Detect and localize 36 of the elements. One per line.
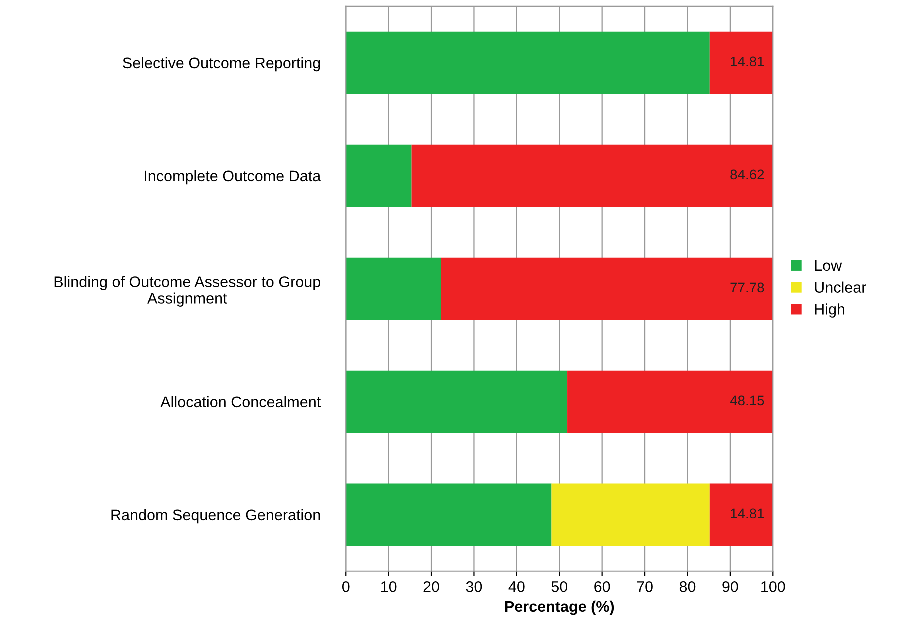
legend-label: High (815, 304, 845, 318)
data-label: 48.15 (730, 396, 764, 406)
x-tick-label: 60 (594, 582, 610, 592)
bar (412, 144, 774, 207)
y-tick-label: Random Sequence Generation (112, 509, 320, 524)
y-tick-label: Allocation Concealment (160, 396, 322, 408)
x-axis-title: Percentage (%) (505, 600, 614, 616)
data-label: 84.62 (730, 170, 764, 180)
data-label: 77.78 (730, 282, 764, 293)
x-tick-label: 10 (381, 582, 397, 592)
bar (710, 32, 774, 94)
x-tick-label: 30 (466, 582, 482, 592)
y-tick-label: Incomplete Outcome Data (145, 170, 322, 185)
bar (346, 370, 568, 433)
bar (346, 484, 552, 546)
data-label: 14.81 (731, 508, 764, 519)
y-tick-label: Blinding of Outcome Assessor to Group Assignment (54, 276, 320, 307)
x-tick-label: 80 (680, 582, 696, 592)
bar (441, 258, 774, 320)
x-tick-label: 0 (342, 582, 350, 592)
x-tick-label: 100 (762, 582, 786, 592)
bar (552, 484, 710, 546)
y-tick-label: Selective Outcome Reporting (123, 57, 320, 72)
x-tick-label: 50 (552, 582, 568, 592)
bar (346, 32, 710, 94)
x-tick-label: 90 (722, 582, 738, 592)
x-tick-label: 70 (637, 582, 653, 592)
bar (710, 484, 774, 546)
bar (346, 144, 412, 207)
x-tick-label: 40 (508, 582, 525, 592)
bar (346, 258, 441, 320)
bar (568, 370, 774, 433)
legend-label: Unclear (815, 282, 866, 293)
x-tick-label: 20 (424, 582, 440, 592)
legend-label: Low (815, 260, 842, 272)
data-label: 14.81 (731, 56, 764, 67)
